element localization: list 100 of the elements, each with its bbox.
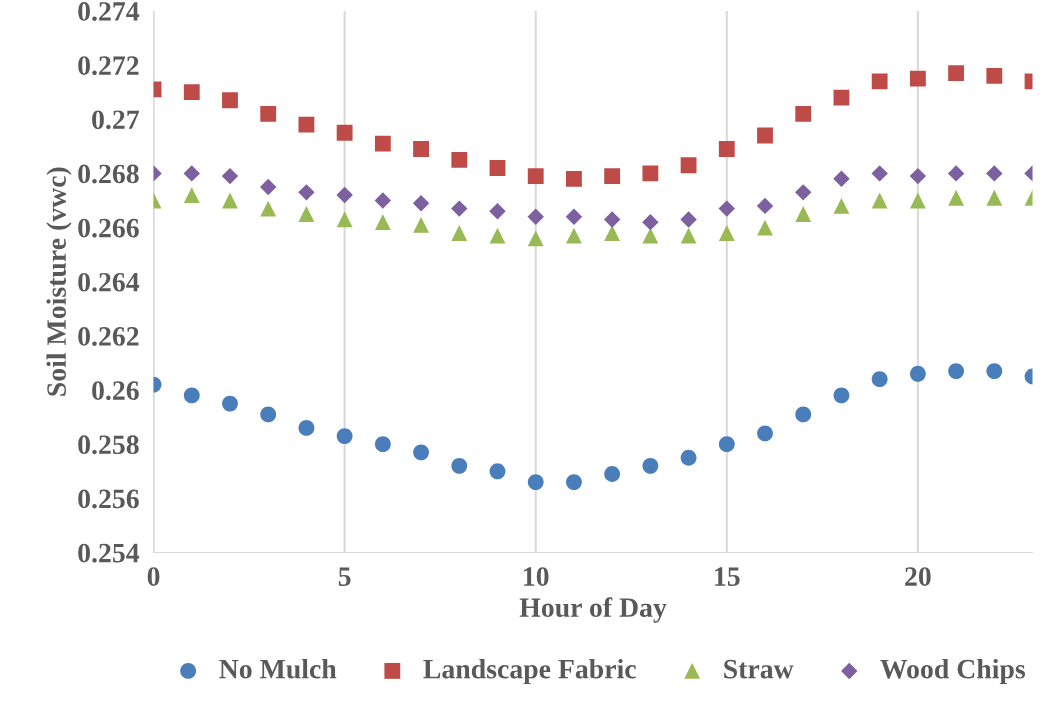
point: [795, 406, 812, 423]
point: [566, 170, 582, 187]
x-tick-label: 20: [905, 567, 931, 586]
point: [374, 436, 391, 453]
point: [374, 192, 392, 209]
y-tick-label: 0.26: [92, 381, 139, 401]
y-axis-title: Soil Moisture (vwc): [46, 167, 72, 396]
point: [680, 449, 697, 466]
point: [336, 186, 353, 204]
point: [871, 165, 888, 182]
y-tick-label: 0.266: [78, 218, 139, 238]
y-tick-label: 0.258: [78, 435, 139, 455]
point: [642, 227, 659, 244]
x-tick-label: 15: [715, 567, 740, 586]
point: [603, 211, 621, 228]
point: [795, 105, 812, 122]
point: [413, 216, 429, 233]
y-tick-label: 0.254: [78, 543, 140, 563]
y-tick-label: 0.256: [78, 489, 139, 509]
point: [833, 170, 850, 188]
point: [489, 463, 506, 480]
point: [374, 135, 391, 152]
point: [183, 387, 200, 404]
point: [413, 444, 429, 461]
point: [680, 227, 697, 244]
point: [795, 206, 812, 222]
point: [986, 189, 1003, 206]
point: [680, 157, 697, 174]
point: [221, 167, 239, 185]
point: [451, 200, 468, 217]
point: [527, 474, 544, 491]
point: [718, 436, 735, 453]
point: [909, 365, 926, 382]
point: [833, 387, 850, 404]
y-tick-label: 0.264: [78, 272, 140, 292]
point: [451, 225, 468, 241]
point: [489, 227, 506, 244]
point: [222, 395, 238, 412]
point: [566, 474, 582, 491]
point: [413, 141, 429, 157]
point: [604, 466, 621, 482]
point: [871, 73, 888, 90]
point: [757, 127, 773, 144]
y-tick-label: 0.272: [78, 56, 139, 76]
point: [222, 92, 238, 109]
point: [298, 116, 315, 133]
point: [604, 225, 621, 241]
point: [183, 187, 200, 203]
point: [336, 211, 353, 228]
point: [298, 206, 315, 222]
point: [489, 203, 506, 220]
x-axis-title: Hour of Day: [519, 597, 667, 623]
legend-label: No Mulch: [219, 658, 337, 679]
point: [259, 178, 277, 196]
point: [260, 105, 277, 122]
point: [336, 428, 353, 444]
point: [947, 165, 965, 182]
point: [336, 124, 353, 141]
point: [451, 457, 468, 474]
point: [183, 165, 200, 182]
point: [680, 211, 697, 228]
point: [642, 457, 659, 474]
x-tick-label: 5: [338, 567, 351, 586]
point: [489, 160, 506, 176]
point: [833, 197, 850, 214]
point: [642, 165, 659, 182]
legend-label: Wood Chips: [880, 658, 1026, 685]
legend-label: Straw: [724, 659, 794, 679]
point: [757, 219, 773, 236]
point: [642, 213, 659, 231]
point: [604, 168, 621, 185]
point: [986, 165, 1003, 182]
y-tick-label: 0.262: [78, 327, 139, 346]
point: [986, 67, 1003, 84]
point: [374, 214, 391, 231]
point: [718, 225, 735, 241]
point: [298, 184, 315, 201]
point: [948, 65, 965, 82]
point: [260, 406, 277, 423]
point: [871, 192, 888, 209]
point: [909, 167, 927, 185]
point: [566, 227, 582, 244]
point: [986, 363, 1003, 379]
point: [795, 184, 812, 201]
point: [298, 420, 315, 436]
x-tick-label: 0: [147, 567, 160, 586]
point: [412, 194, 430, 212]
point: [757, 425, 773, 442]
point: [756, 197, 774, 215]
point: [527, 168, 544, 185]
y-tick-label: 0.27: [92, 110, 139, 130]
point: [948, 363, 965, 379]
point: [909, 70, 926, 87]
point: [718, 141, 735, 157]
y-tick-label: 0.268: [78, 164, 139, 184]
point: [833, 89, 850, 106]
point: [222, 192, 238, 209]
point: [183, 84, 200, 101]
point: [527, 208, 544, 225]
point: [718, 200, 736, 217]
